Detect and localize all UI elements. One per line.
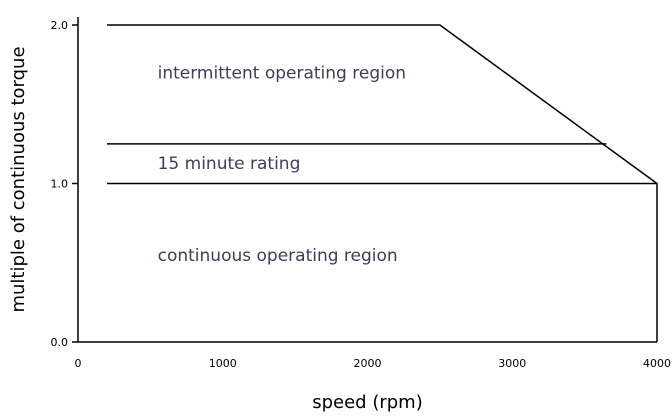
chart-axes (77, 17, 657, 343)
x-tick-label: 0 (75, 357, 82, 370)
y-ticks: 0.0 1.0 2.0 (51, 19, 78, 349)
x-tick-label: 3000 (498, 357, 526, 370)
x-tick-label: 4000 (643, 357, 671, 370)
x-axis-title: speed (rpm) (312, 392, 423, 413)
y-tick-label: 2.0 (51, 19, 69, 32)
region-label-intermittent: intermittent operating region (158, 64, 406, 84)
y-tick-label: 1.0 (51, 178, 69, 191)
region-label-continuous: continuous operating region (158, 246, 398, 266)
y-axis-title: multiple of continuous torque (8, 46, 29, 312)
series-line-continuous (107, 182, 658, 342)
region-label-fifteen: 15 minute rating (158, 154, 301, 174)
x-tick-label: 1000 (209, 357, 237, 370)
series-layer (107, 24, 658, 342)
x-tick-label: 2000 (354, 357, 382, 370)
x-ticks: 0 1000 2000 3000 4000 (75, 357, 672, 370)
y-tick-label: 0.0 (51, 336, 69, 349)
annotation-layer: intermittent operating region 15 minute r… (158, 64, 406, 266)
series-line-intermittent (107, 24, 658, 185)
